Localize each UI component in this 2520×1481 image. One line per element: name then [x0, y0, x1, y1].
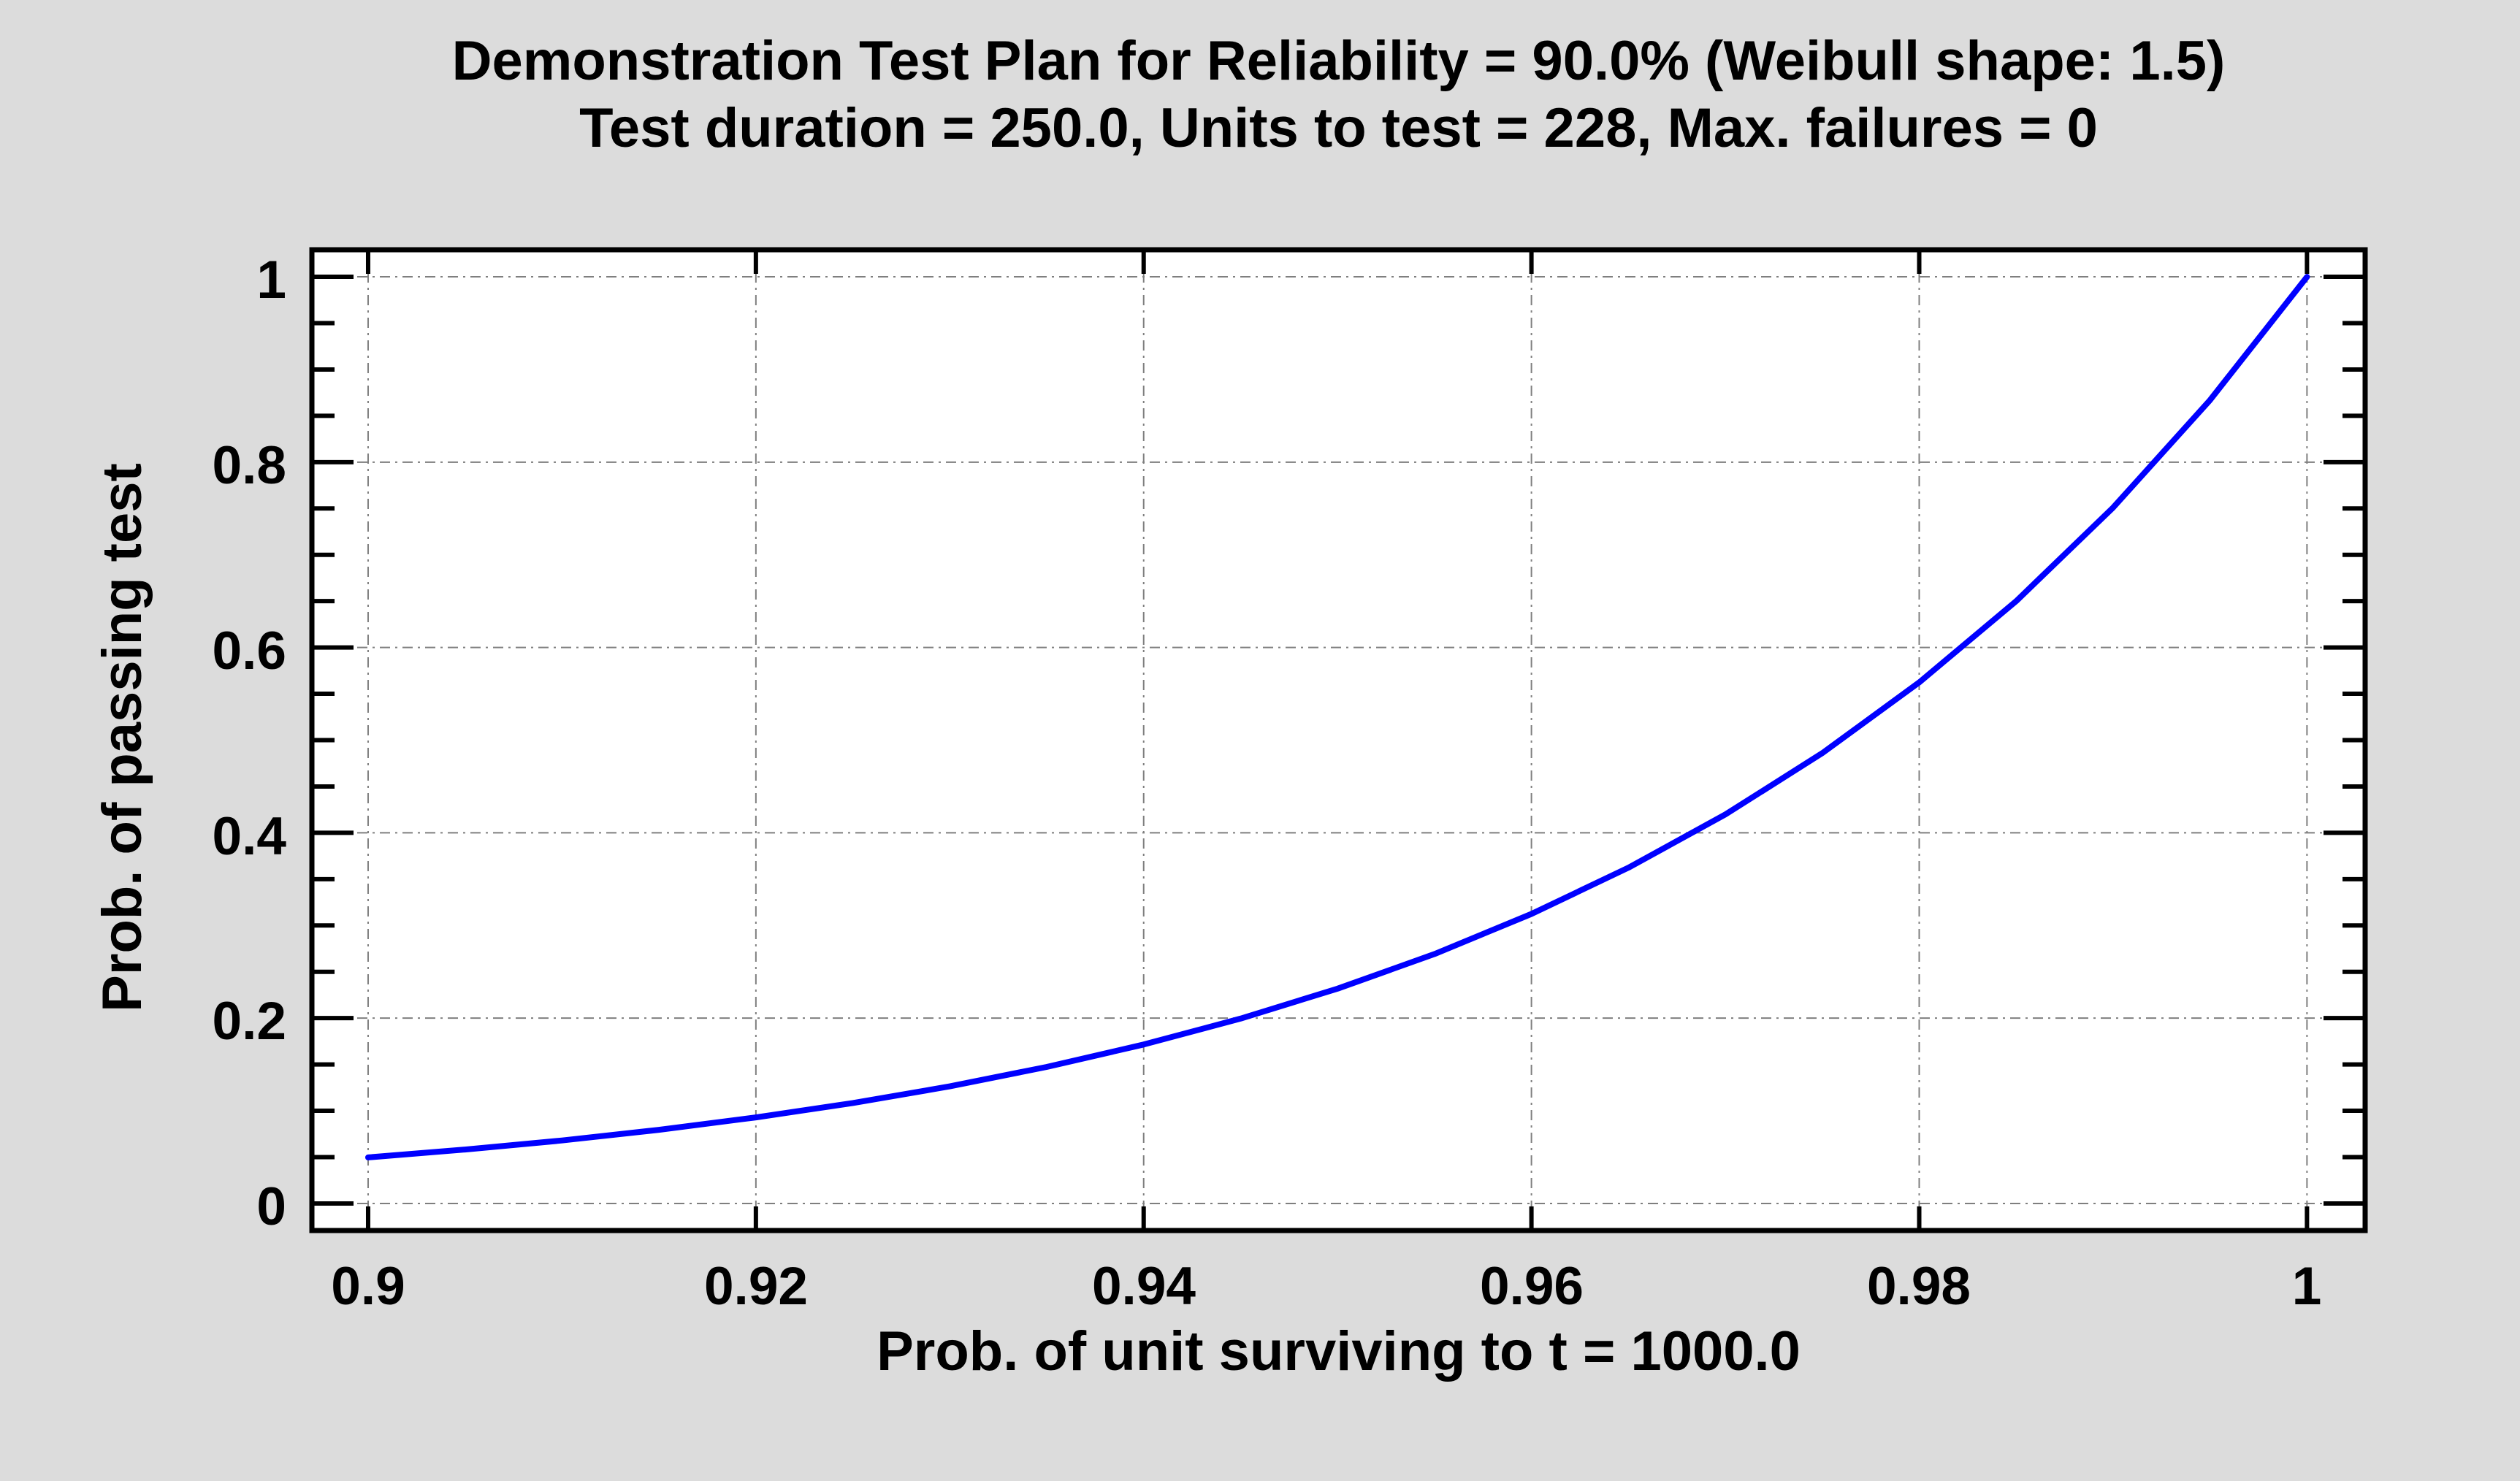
x-tick-label: 0.98 [1866, 1257, 1971, 1316]
y-axis-label: Prob. of passing test [91, 463, 153, 1012]
x-tick-label: 0.96 [1479, 1257, 1584, 1316]
y-tick-label: 0.6 [212, 621, 286, 681]
x-tick-label: 0.92 [703, 1257, 809, 1316]
plot-frame [309, 247, 2368, 1233]
axis-ticks [314, 252, 2363, 1228]
y-tick-label: 0.8 [212, 436, 286, 495]
y-tick-label: 0.4 [212, 807, 286, 866]
x-tick-label: 0.9 [331, 1257, 405, 1316]
grid-lines [312, 250, 2365, 1231]
reliability-curve [365, 274, 2310, 1160]
chart-subtitle: Test duration = 250.0, Units to test = 2… [579, 97, 2098, 159]
x-tick-label: 0.94 [1091, 1257, 1196, 1316]
x-axis-label: Prob. of unit surviving to t = 1000.0 [877, 1320, 1801, 1382]
x-tick-label: 1 [2291, 1257, 2322, 1316]
plot-background [312, 250, 2365, 1231]
y-tick-label: 0 [256, 1177, 286, 1236]
y-tick-label: 1 [256, 250, 286, 310]
chart-title: Demonstration Test Plan for Reliability … [451, 30, 2226, 92]
y-tick-label: 0.2 [212, 992, 286, 1051]
data-curve [365, 274, 2310, 1160]
